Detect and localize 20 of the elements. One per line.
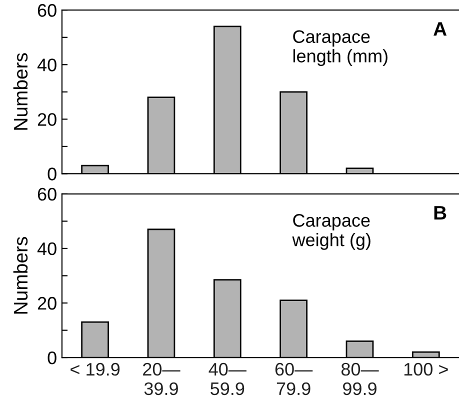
y-tick-label: 60: [38, 188, 56, 201]
y-tick-label: 40: [37, 242, 56, 256]
y-tick-label: 60: [38, 4, 56, 17]
y-tick-label: 0: [48, 351, 56, 364]
y-axis-title: Numbers: [13, 236, 28, 314]
x-tick-label: < 19.9: [70, 362, 120, 376]
y-axis-title: Numbers: [13, 53, 28, 130]
x-tick-label: 60— 79.9: [275, 362, 313, 396]
y-tick-label: 40: [37, 58, 56, 72]
x-tick-label: 20— 39.9: [143, 362, 180, 396]
annotation: A: [434, 22, 447, 36]
annotation: Carapace length (mm): [293, 30, 388, 66]
annotation: B: [434, 206, 446, 220]
x-tick-label: 40— 59.9: [208, 362, 246, 396]
x-tick-label: 80— 99.9: [341, 362, 379, 396]
y-tick-label: 20: [38, 113, 56, 126]
y-tick-label: 20: [38, 296, 56, 310]
annotation: Carapace weight (g): [292, 214, 370, 250]
x-tick-label: 100 >: [404, 362, 448, 376]
y-tick-label: 0: [48, 168, 56, 180]
